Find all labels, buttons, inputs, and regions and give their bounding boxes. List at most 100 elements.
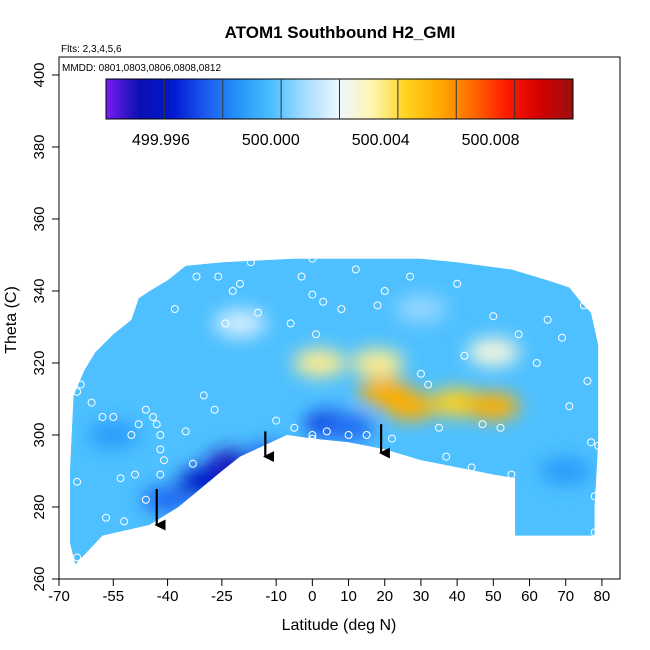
field-feature [467,392,520,421]
observation-point [311,330,320,339]
x-axis-label: Latitude (deg N) [282,617,397,634]
field-feature [322,413,375,442]
observation-point [73,477,82,486]
observation-point [543,315,552,324]
observation-point [583,377,592,385]
observation-point [98,413,107,421]
x-tick-label: 70 [557,588,574,605]
dates-note: MMDD: 0801,0803,0806,0808,0812 [62,63,221,74]
colorbar-tick-label: 500.004 [352,132,410,149]
chart-title: ATOM1 Southbound H2_GMI [225,23,456,42]
observation-point [514,330,523,339]
observation-point [308,431,317,439]
x-tick-label: -40 [157,588,179,605]
colorbar-tick-label: 500.008 [462,132,520,149]
observation-point [272,416,281,425]
field-feature [467,338,520,367]
observation-point [235,279,244,288]
observation-point [579,301,588,310]
observation-point [214,272,223,281]
observation-point [210,405,219,414]
y-axis-label: Theta (C) [3,286,20,354]
observation-point [380,287,389,295]
observation-point [181,427,190,436]
field-feature [242,442,295,471]
observation-point [489,312,498,321]
observation-point [387,434,396,443]
observation-point [120,517,129,526]
observation-point [192,272,201,281]
x-tick-label: -25 [211,588,233,605]
observation-point [507,470,516,479]
observation-point [221,319,230,328]
observation-point [308,254,317,263]
observation-point [286,319,295,328]
y-tick-label: 400 [31,62,48,87]
observation-point [424,380,433,389]
observation-point [453,279,462,288]
observation-point [131,470,140,479]
observation-point [102,513,111,522]
observation-point [141,495,150,504]
observation-point [478,420,487,429]
x-tick-label: 30 [413,588,430,605]
observation-point [297,272,306,281]
observation-point [594,441,603,450]
observation-point [141,405,150,414]
observation-point [416,369,425,378]
observation-point [246,258,255,267]
observation-point [565,402,574,411]
observation-point [373,301,382,310]
observation-point [344,431,353,439]
observation-point [532,359,541,367]
observation-point [558,333,567,342]
observation-point [308,434,317,443]
observation-point [254,308,263,317]
observation-point [152,420,161,429]
field-feature [293,349,346,377]
observation-point [116,474,125,483]
observation-point [73,553,82,562]
observation-point [351,265,360,274]
x-tick-label: 60 [521,588,538,605]
x-tick-label: -10 [265,588,287,605]
observation-point [156,445,165,454]
colorbar-tick-label: 499.996 [132,132,190,149]
observation-point [290,423,299,432]
observation-point [76,380,85,389]
observation-point [228,287,237,295]
observation-point [188,459,197,468]
x-tick-label: -70 [48,588,70,605]
x-tick-label: 40 [449,588,466,605]
observation-point [590,528,599,537]
observation-point [460,351,469,360]
observation-point [243,459,252,468]
field-feature [351,349,404,377]
observation-point [149,413,158,421]
observation-point [435,423,444,432]
observation-point [87,398,96,407]
y-tick-label: 320 [31,350,48,375]
observation-point [156,470,165,479]
heatmap-field [69,254,603,565]
colorbar: 499.996 500.000 500.004 500.008 [105,78,574,149]
y-tick-label: 340 [31,278,48,303]
y-tick-label: 300 [31,422,48,447]
field-feature [213,309,266,338]
observation-point [73,387,82,396]
observation-point [319,297,328,306]
x-tick-label: 80 [594,588,611,605]
x-tick-label: 20 [376,588,393,605]
observation-point [590,492,599,501]
y-tick-label: 260 [31,566,48,591]
observation-point [156,431,165,439]
observation-point [127,431,136,439]
x-tick-label: 0 [308,588,316,605]
x-axis: -70 -55 -40 -25 -10 0 10 20 30 40 50 60 70 80 [48,578,611,605]
observation-point [406,272,415,281]
field-feature [384,392,437,421]
observation-point [109,413,118,421]
observation-point [467,463,476,472]
observation-point [496,423,505,432]
